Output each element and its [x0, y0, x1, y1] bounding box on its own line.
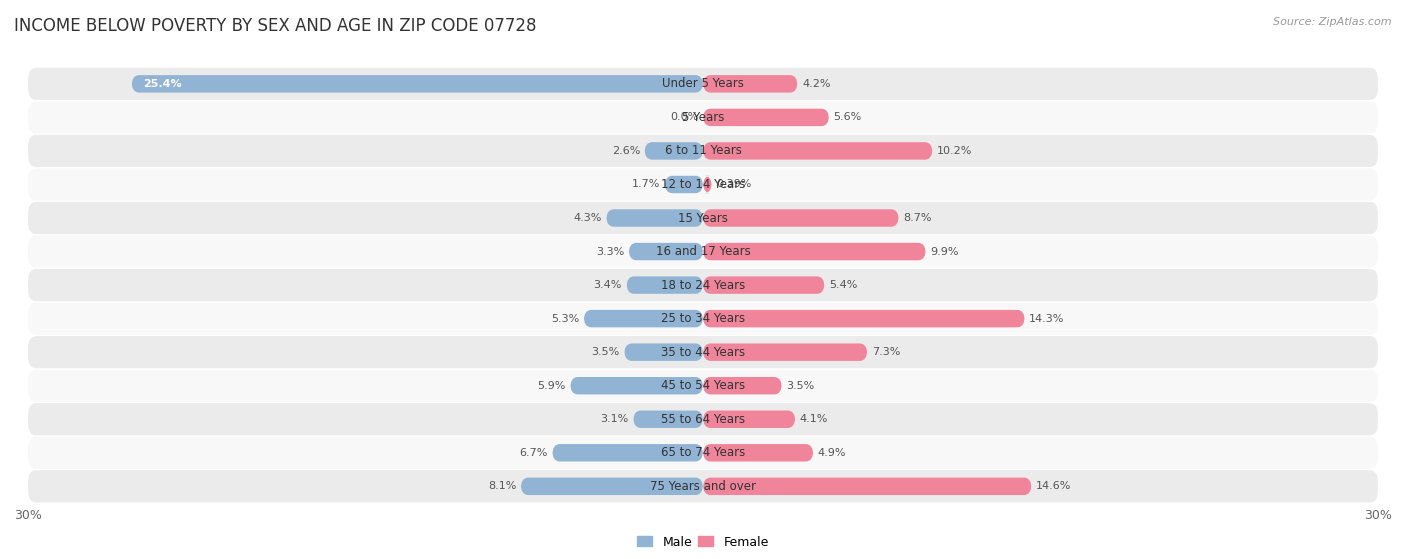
Text: 4.2%: 4.2% [801, 79, 831, 89]
Text: 1.7%: 1.7% [631, 179, 661, 190]
FancyBboxPatch shape [703, 276, 824, 294]
Text: 5.3%: 5.3% [551, 314, 579, 324]
FancyBboxPatch shape [553, 444, 703, 462]
Text: 5.6%: 5.6% [834, 112, 862, 122]
FancyBboxPatch shape [703, 477, 1032, 495]
FancyBboxPatch shape [28, 369, 1378, 402]
Text: 4.9%: 4.9% [818, 448, 846, 458]
Text: 6.7%: 6.7% [519, 448, 548, 458]
Text: 8.1%: 8.1% [488, 481, 516, 491]
FancyBboxPatch shape [28, 437, 1378, 469]
Text: 3.3%: 3.3% [596, 247, 624, 257]
FancyBboxPatch shape [28, 101, 1378, 134]
Text: 14.6%: 14.6% [1036, 481, 1071, 491]
Text: 18 to 24 Years: 18 to 24 Years [661, 278, 745, 292]
FancyBboxPatch shape [703, 377, 782, 395]
Text: Source: ZipAtlas.com: Source: ZipAtlas.com [1274, 17, 1392, 27]
Text: 75 Years and over: 75 Years and over [650, 480, 756, 493]
FancyBboxPatch shape [520, 477, 703, 495]
Text: INCOME BELOW POVERTY BY SEX AND AGE IN ZIP CODE 07728: INCOME BELOW POVERTY BY SEX AND AGE IN Z… [14, 17, 537, 35]
Text: 8.7%: 8.7% [903, 213, 932, 223]
FancyBboxPatch shape [633, 410, 703, 428]
Legend: Male, Female: Male, Female [633, 530, 773, 553]
Text: 5.4%: 5.4% [830, 280, 858, 290]
FancyBboxPatch shape [132, 75, 703, 93]
Text: 12 to 14 Years: 12 to 14 Years [661, 178, 745, 191]
Text: 5.9%: 5.9% [537, 381, 565, 391]
FancyBboxPatch shape [703, 343, 868, 361]
Text: 9.9%: 9.9% [931, 247, 959, 257]
FancyBboxPatch shape [28, 68, 1378, 100]
FancyBboxPatch shape [703, 310, 1025, 328]
Text: 45 to 54 Years: 45 to 54 Years [661, 379, 745, 392]
Text: 15 Years: 15 Years [678, 211, 728, 225]
Text: 0.39%: 0.39% [716, 179, 752, 190]
FancyBboxPatch shape [703, 444, 813, 462]
FancyBboxPatch shape [703, 108, 830, 126]
FancyBboxPatch shape [703, 176, 711, 193]
FancyBboxPatch shape [703, 243, 925, 260]
FancyBboxPatch shape [665, 176, 703, 193]
FancyBboxPatch shape [703, 142, 932, 160]
Text: 25.4%: 25.4% [143, 79, 181, 89]
Text: 55 to 64 Years: 55 to 64 Years [661, 413, 745, 426]
FancyBboxPatch shape [28, 269, 1378, 301]
Text: 14.3%: 14.3% [1029, 314, 1064, 324]
FancyBboxPatch shape [28, 336, 1378, 368]
Text: 7.3%: 7.3% [872, 347, 900, 357]
FancyBboxPatch shape [624, 343, 703, 361]
FancyBboxPatch shape [571, 377, 703, 395]
FancyBboxPatch shape [28, 403, 1378, 435]
FancyBboxPatch shape [28, 470, 1378, 503]
Text: 0.0%: 0.0% [671, 112, 699, 122]
FancyBboxPatch shape [628, 243, 703, 260]
FancyBboxPatch shape [627, 276, 703, 294]
FancyBboxPatch shape [703, 410, 796, 428]
Text: 3.4%: 3.4% [593, 280, 621, 290]
Text: 65 to 74 Years: 65 to 74 Years [661, 446, 745, 459]
Text: 4.3%: 4.3% [574, 213, 602, 223]
Text: 35 to 44 Years: 35 to 44 Years [661, 345, 745, 359]
Text: Under 5 Years: Under 5 Years [662, 77, 744, 91]
Text: 6 to 11 Years: 6 to 11 Years [665, 144, 741, 158]
FancyBboxPatch shape [703, 209, 898, 227]
Text: 2.6%: 2.6% [612, 146, 640, 156]
Text: 5 Years: 5 Years [682, 111, 724, 124]
Text: 16 and 17 Years: 16 and 17 Years [655, 245, 751, 258]
FancyBboxPatch shape [606, 209, 703, 227]
Text: 3.5%: 3.5% [786, 381, 814, 391]
FancyBboxPatch shape [703, 75, 797, 93]
FancyBboxPatch shape [28, 302, 1378, 335]
FancyBboxPatch shape [28, 235, 1378, 268]
FancyBboxPatch shape [28, 168, 1378, 201]
FancyBboxPatch shape [644, 142, 703, 160]
Text: 4.1%: 4.1% [800, 414, 828, 424]
FancyBboxPatch shape [28, 202, 1378, 234]
Text: 25 to 34 Years: 25 to 34 Years [661, 312, 745, 325]
Text: 10.2%: 10.2% [936, 146, 973, 156]
Text: 3.5%: 3.5% [592, 347, 620, 357]
Text: 3.1%: 3.1% [600, 414, 628, 424]
FancyBboxPatch shape [583, 310, 703, 328]
FancyBboxPatch shape [28, 135, 1378, 167]
